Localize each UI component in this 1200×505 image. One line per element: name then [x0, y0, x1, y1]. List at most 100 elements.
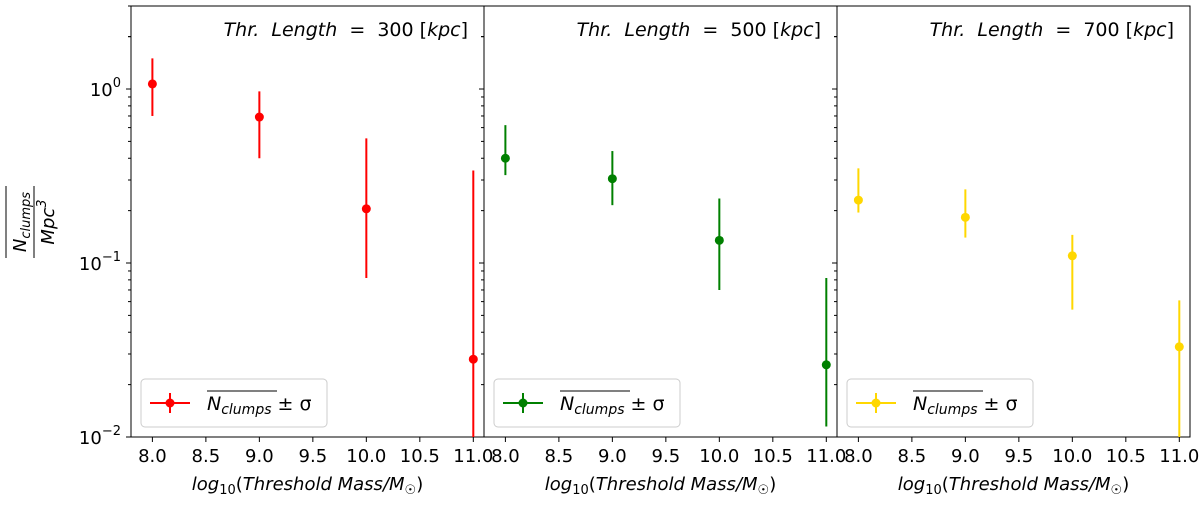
xlabel-sub: 10: [925, 483, 942, 498]
x-tick-label: 8.5: [545, 446, 574, 467]
y-tick-label: 10−2: [79, 424, 121, 449]
panel-annotation: Thr. Length = 500 [kpc]: [577, 19, 821, 41]
x-tick-label: 10.5: [753, 446, 793, 467]
ylabel-num-sub: clumps: [19, 192, 34, 239]
x-tick-label: 9.5: [1005, 446, 1034, 467]
y-tick-label: 100: [90, 76, 121, 101]
data-point: [361, 204, 371, 214]
data-point: [1174, 342, 1184, 352]
xlabel-body: Threshold Mass/M: [243, 474, 405, 495]
annotation-label: Thr. Length =: [577, 19, 731, 41]
annotation-value: 300 [: [377, 19, 427, 41]
data-point: [1067, 251, 1077, 261]
y-axis-label: Nclumps Mpc3: [5, 186, 59, 258]
x-tick-label: 10.5: [1106, 446, 1146, 467]
panel-annotation: Thr. Length = 300 [kpc]: [224, 19, 468, 41]
y-tick-mantissa: 10: [90, 80, 113, 101]
x-axis-label: log10(Threshold Mass/M☉): [545, 474, 776, 498]
legend-box: [493, 378, 681, 428]
annotation-label: Thr. Length =: [224, 19, 378, 41]
x-axis-label: log10(Threshold Mass/M☉): [192, 474, 423, 498]
xlabel-body: Threshold Mass/M: [949, 474, 1111, 495]
x-tick-label: 8.0: [491, 446, 520, 467]
data-point: [607, 174, 617, 184]
x-tick-label: 8.0: [138, 446, 167, 467]
annotation-value: 500 [: [730, 19, 780, 41]
legend-n: N: [913, 393, 927, 415]
x-tick-label: 11.0: [1159, 446, 1199, 467]
xlabel-log: log: [545, 474, 572, 495]
data-point: [821, 360, 831, 370]
data-point: [714, 235, 724, 245]
data-point: [468, 354, 478, 364]
x-tick-label: 9.5: [652, 446, 681, 467]
legend-n: N: [560, 393, 574, 415]
annotation-label: Thr. Length =: [930, 19, 1084, 41]
panel-2: 8.0 8.5 9.0 9.5 10.0 10.5 11.0 Thr. Length = 50…: [479, 5, 846, 498]
x-tick-label: 8.5: [192, 446, 221, 467]
panel-3: 8.0 8.5 9.0 9.5 10.0 10.5 11.0 Thr. Length = 70…: [832, 5, 1199, 498]
y-tick-exponent: −2: [102, 424, 121, 439]
legend-pm: ± σ: [978, 393, 1018, 415]
legend-box: [846, 378, 1034, 428]
annotation-bracket: ]: [1167, 19, 1174, 41]
x-axis-label: log10(Threshold Mass/M☉): [898, 474, 1129, 498]
x-tick-label: 8.0: [844, 446, 873, 467]
annotation-unit: kpc: [780, 19, 814, 41]
annotation-unit: kpc: [427, 19, 461, 41]
legend-marker: [165, 398, 175, 408]
y-tick-exponent: −1: [102, 250, 121, 265]
ylabel-num-n: N: [10, 239, 31, 252]
panels-group: 8.0 8.5 9.0 9.5 10.0 10.5 11.010010−110−2Thr. …: [79, 5, 1199, 498]
legend-pm: ± σ: [625, 393, 665, 415]
xlabel-sun: ☉: [1111, 483, 1123, 498]
annotation-unit: kpc: [1133, 19, 1167, 41]
legend-marker: [518, 398, 528, 408]
xlabel-paren-open: (: [589, 474, 596, 495]
legend-box: [140, 378, 328, 428]
xlabel-paren-open: (: [942, 474, 949, 495]
panel-annotation: Thr. Length = 700 [kpc]: [930, 19, 1174, 41]
data-point: [853, 195, 863, 205]
x-tick-label: 10.0: [346, 446, 386, 467]
xlabel-paren-open: (: [236, 474, 243, 495]
legend-label: Nclumps ± σ: [560, 393, 665, 418]
panel-frame: [836, 5, 1191, 438]
x-tick-label: 10.0: [699, 446, 739, 467]
annotation-bracket: ]: [461, 19, 468, 41]
xlabel-paren-close: ): [769, 474, 776, 495]
legend-sub: clumps: [221, 402, 271, 418]
xlabel-sub: 10: [572, 483, 589, 498]
ylabel-numerator: Nclumps: [10, 192, 34, 252]
legend-n: N: [207, 393, 221, 415]
ylabel-den-sup: 3: [35, 199, 50, 207]
legend-pm: ± σ: [272, 393, 312, 415]
xlabel-paren-close: ): [416, 474, 423, 495]
ylabel-denominator: Mpc3: [35, 199, 59, 244]
y-tick-mantissa: 10: [79, 254, 102, 275]
xlabel-sub: 10: [219, 483, 236, 498]
legend-sub: clumps: [574, 402, 624, 418]
data-point: [254, 112, 264, 122]
panel-frame: [130, 5, 485, 438]
panel-1: 8.0 8.5 9.0 9.5 10.0 10.5 11.010010−110−2Thr. …: [79, 5, 493, 498]
x-tick-label: 9.0: [245, 446, 274, 467]
y-tick-mantissa: 10: [79, 428, 102, 449]
legend-label: Nclumps ± σ: [207, 393, 312, 418]
ylabel-rotated: Nclumps Mpc3: [5, 186, 59, 258]
legend-label: Nclumps ± σ: [913, 393, 1018, 418]
xlabel-body: Threshold Mass/M: [596, 474, 758, 495]
data-point: [500, 153, 510, 163]
xlabel-log: log: [192, 474, 219, 495]
annotation-value: 700 [: [1083, 19, 1133, 41]
xlabel-sun: ☉: [405, 483, 417, 498]
xlabel-log: log: [898, 474, 925, 495]
x-tick-label: 10.5: [400, 446, 440, 467]
x-tick-label: 9.0: [951, 446, 980, 467]
ylabel-den-mpc: Mpc: [38, 208, 59, 245]
data-point: [960, 212, 970, 222]
annotation-bracket: ]: [814, 19, 821, 41]
legend-sub: clumps: [927, 402, 977, 418]
xlabel-paren-close: ): [1122, 474, 1129, 495]
